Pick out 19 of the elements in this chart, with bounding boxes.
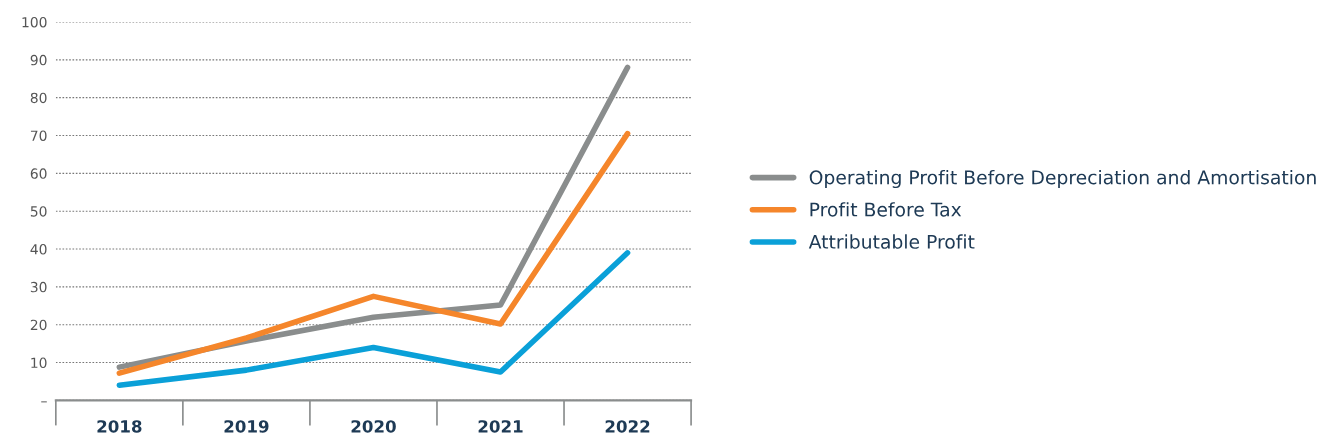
y-tick-label: 80: [30, 92, 47, 104]
y-tick-label: 50: [30, 206, 47, 217]
y-tick-label: 40: [30, 244, 47, 255]
legend-label: Operating Profit Before Depreciation and Amortisation: [809, 169, 1316, 189]
y-tick-label: 30: [30, 281, 47, 293]
x-tick-label: 2022: [605, 420, 650, 433]
y-tick-label: 90: [30, 54, 47, 66]
x-tick-label: 2018: [97, 420, 142, 433]
legend-label: Profit Before Tax: [810, 202, 962, 217]
y-tick-label: 100: [22, 16, 47, 28]
y-tick-label: 10: [31, 357, 47, 369]
y-tick-label: 20: [30, 319, 47, 331]
y-tick-label: –: [41, 401, 47, 403]
y-tick-label: 70: [30, 130, 47, 141]
x-tick-label: 2020: [351, 420, 396, 433]
legend-label: Attributable Profit: [808, 234, 975, 249]
x-tick-label: 2021: [478, 420, 523, 433]
y-tick-label: 60: [30, 168, 47, 179]
x-tick-label: 2019: [224, 420, 269, 433]
